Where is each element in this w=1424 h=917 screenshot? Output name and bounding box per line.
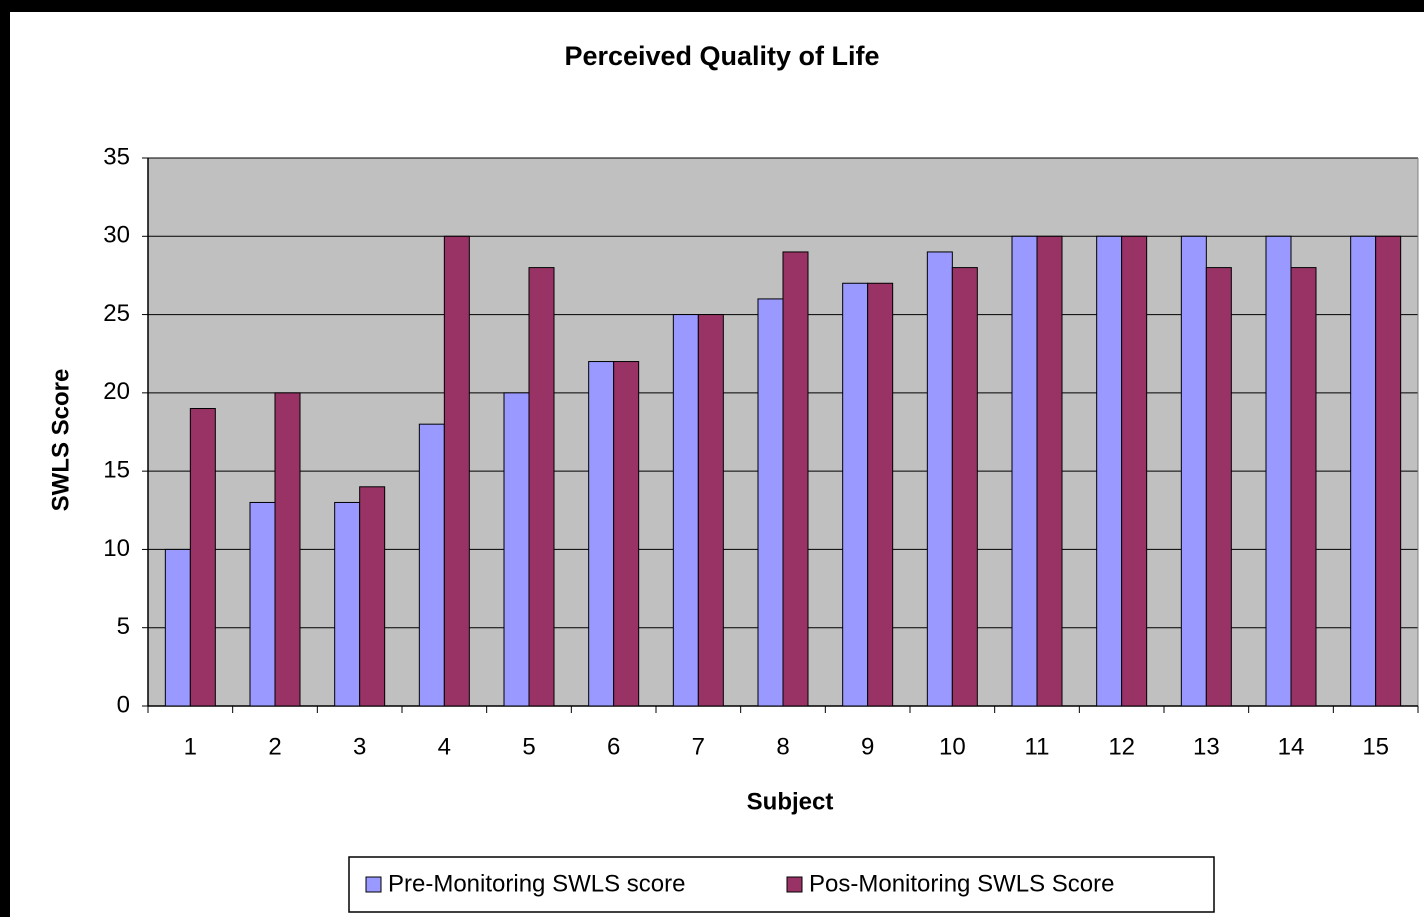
- bar: [503, 392, 530, 707]
- bar: [443, 235, 470, 707]
- bar: [274, 392, 301, 707]
- x-tick-label: 7: [692, 733, 705, 760]
- chart-title: Perceived Quality of Life: [564, 41, 879, 71]
- legend: [348, 856, 1215, 913]
- y-tick-label: 30: [103, 222, 130, 249]
- bar: [249, 501, 276, 707]
- top-border: [0, 0, 1424, 12]
- bar: [782, 251, 809, 707]
- bar: [189, 408, 216, 707]
- x-axis-label: Subject: [747, 788, 834, 815]
- y-tick-label: 15: [103, 456, 130, 483]
- bar: [334, 501, 361, 707]
- y-tick-label: 25: [103, 300, 130, 327]
- left-border: [0, 0, 10, 917]
- x-tick-label: 1: [184, 733, 197, 760]
- x-tick-label: 14: [1278, 733, 1305, 760]
- x-tick-label: 2: [268, 733, 281, 760]
- x-tick-label: 13: [1193, 733, 1220, 760]
- x-tick-label: 4: [438, 733, 451, 760]
- x-tick-label: 3: [353, 733, 366, 760]
- bar: [842, 282, 869, 707]
- bar: [1036, 235, 1063, 707]
- bar: [1375, 235, 1402, 707]
- bar: [1265, 235, 1292, 707]
- legend-swatch: [786, 876, 803, 893]
- bar: [926, 251, 953, 707]
- y-tick-label: 10: [103, 535, 130, 562]
- y-tick-label: 0: [117, 691, 130, 718]
- y-tick-label: 5: [117, 613, 130, 640]
- bar: [613, 361, 640, 707]
- legend-swatch: [365, 876, 382, 893]
- x-tick-label: 11: [1025, 733, 1050, 760]
- bar: [1096, 235, 1123, 707]
- bar: [1350, 235, 1377, 707]
- x-tick-label: 12: [1108, 733, 1135, 760]
- bar: [528, 267, 555, 707]
- x-tick-label: 9: [861, 733, 874, 760]
- bar: [164, 548, 191, 707]
- x-tick-label: 15: [1362, 733, 1389, 760]
- y-axis-label: SWLS Score: [47, 369, 74, 512]
- x-tick-label: 10: [939, 733, 966, 760]
- bar: [672, 314, 699, 707]
- bar: [1121, 235, 1148, 707]
- y-tick-label: 20: [103, 378, 130, 405]
- bar: [757, 298, 784, 707]
- bar: [1180, 235, 1207, 707]
- bar: [697, 314, 724, 707]
- x-tick-label: 8: [776, 733, 789, 760]
- bar: [867, 282, 894, 707]
- x-tick-label: 6: [607, 733, 620, 760]
- bar: [1290, 267, 1317, 707]
- y-tick-label: 35: [103, 143, 130, 170]
- bar: [1011, 235, 1038, 707]
- bar: [1205, 267, 1232, 707]
- bar: [359, 486, 386, 707]
- legend-label: Pos-Monitoring SWLS Score: [809, 870, 1114, 897]
- bar: [418, 423, 445, 707]
- legend-label: Pre-Monitoring SWLS score: [388, 870, 685, 897]
- bar: [951, 267, 978, 707]
- x-tick-label: 5: [522, 733, 535, 760]
- bar: [588, 361, 615, 707]
